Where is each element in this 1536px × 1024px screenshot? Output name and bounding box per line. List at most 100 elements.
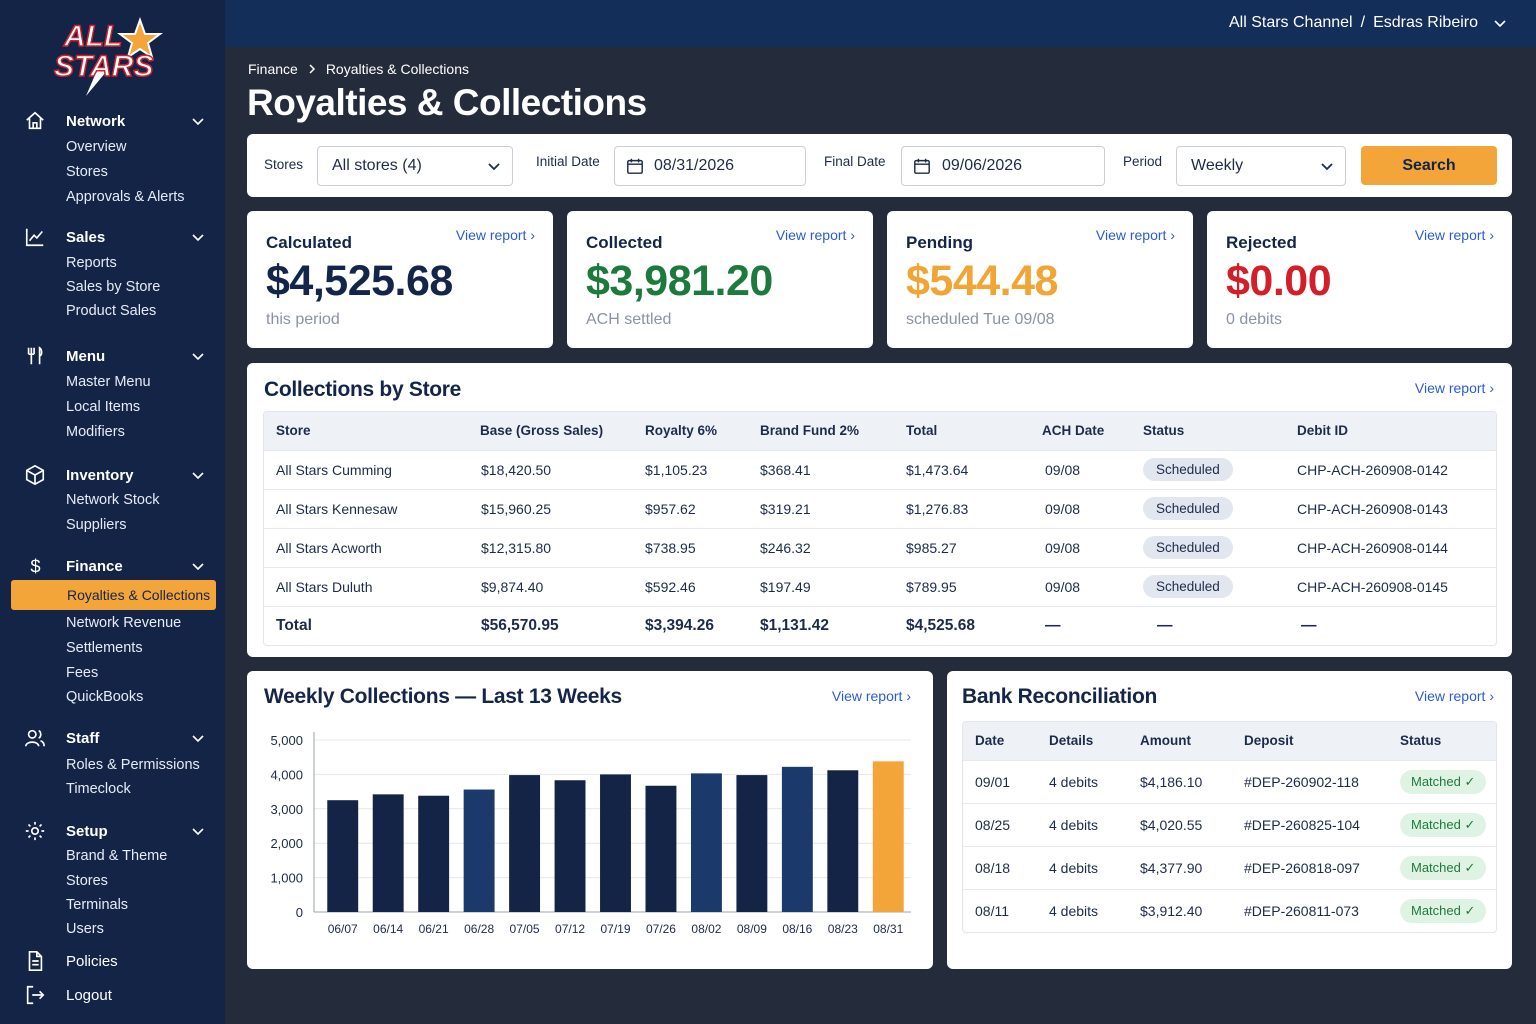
sidebar-item-master-menu[interactable]: Master Menu [66,374,151,390]
weekly-collections-card: Weekly Collections — Last 13 Weeks View … [247,671,933,969]
table-row[interactable]: All Stars Acworth $12,315.80 $738.95 $24… [264,527,1496,567]
cell-total-royalty: $3,394.26 [634,605,760,645]
cell-total: $1,276.83 [906,488,1042,528]
period-select[interactable]: Weekly [1176,146,1346,186]
sidebar-item-quickbooks[interactable]: QuickBooks [66,689,144,705]
column-header[interactable]: Royalty 6% [634,412,760,450]
column-header[interactable]: Total [906,412,1042,450]
view-report-link[interactable]: View report › [832,688,911,704]
table-row[interactable]: All Stars Kennesaw $15,960.25 $957.62 $3… [264,488,1496,528]
view-report-link[interactable]: View report › [456,227,535,243]
sidebar-item-fees[interactable]: Fees [66,665,99,681]
sidebar-item-local-items[interactable]: Local Items [66,399,141,415]
table-row[interactable]: 09/01 4 debits $4,186.10 #DEP-260902-118… [963,759,1496,803]
table-row[interactable]: 08/25 4 debits $4,020.55 #DEP-260825-104… [963,802,1496,846]
sidebar-item-stores[interactable]: Stores [66,164,108,180]
sidebar-item-sales-by-store[interactable]: Sales by Store [66,279,161,295]
column-header[interactable]: Date [963,722,1049,760]
bank-reconciliation-card: Bank Reconciliation View report › Date D… [947,671,1512,969]
cell-royalty: $592.46 [634,566,760,606]
chevron-down-icon [192,118,204,126]
initial-date-field[interactable]: 08/31/2026 [614,146,806,186]
weekly-collections-chart: 0 1,000 2,000 3,000 4,000 5,000 06/07 06/14 06/2… [270,732,911,936]
column-header[interactable]: Debit ID [1297,412,1496,450]
table-row[interactable]: All Stars Cumming $18,420.50 $1,105.23 $… [264,449,1496,489]
breadcrumb-finance[interactable]: Finance [248,61,298,77]
sidebar-item-approvals-alerts[interactable]: Approvals & Alerts [66,189,185,205]
view-report-link[interactable]: View report › [1415,688,1494,704]
top-bar: All Stars Channel / Esdras Ribeiro [225,0,1536,47]
column-header[interactable]: Brand Fund 2% [760,412,906,450]
x-tick-label: 06/21 [419,922,449,936]
sidebar-item-users[interactable]: Users [66,921,104,937]
chevron-down-icon [192,828,204,836]
line-chart-icon [22,224,48,250]
sidebar-item-product-sales[interactable]: Product Sales [66,303,157,319]
home-icon [22,108,48,134]
bar [463,789,495,912]
chevron-right-icon: › [906,688,911,704]
kpi-label: Collected [586,233,663,252]
matched-badge: Matched ✓ [1400,769,1487,794]
column-header[interactable]: Base (Gross Sales) [470,412,634,450]
column-header[interactable]: Status [1143,412,1297,450]
chevron-down-icon [488,163,500,171]
view-report-link[interactable]: View report › [1415,227,1494,243]
nav-group-menu[interactable]: Menu [0,343,225,369]
final-date-field[interactable]: 09/06/2026 [901,146,1105,186]
account-switcher[interactable]: All Stars Channel / Esdras Ribeiro [1229,14,1508,32]
table-row[interactable]: 08/11 4 debits $3,912.40 #DEP-260811-073… [963,888,1496,932]
sidebar-item-reports[interactable]: Reports [66,255,117,271]
column-header[interactable]: Amount [1140,722,1244,760]
matched-badge-label: Matched [1411,773,1461,789]
stores-select[interactable]: All stores (4) [317,146,513,186]
column-header[interactable]: Store [264,412,470,450]
search-button[interactable]: Search [1361,146,1497,185]
bar [827,770,859,912]
all-stars-logo[interactable]: ALL STARS [48,6,176,102]
sidebar-item-policies[interactable]: Policies [0,948,225,974]
x-tick-label: 08/09 [737,922,767,936]
sidebar-item-modifiers[interactable]: Modifiers [66,424,125,440]
y-tick-label: 4,000 [270,767,303,782]
nav-group-finance-label: Finance [66,557,123,575]
x-tick-label: 08/23 [828,922,858,936]
cell-date: 09/01 [963,759,1049,803]
sidebar-item-setup-stores[interactable]: Stores [66,873,108,889]
nav-group-network[interactable]: Network [0,108,225,134]
sidebar-item-brand-theme[interactable]: Brand & Theme [66,848,168,864]
nav-group-sales[interactable]: Sales [0,224,225,250]
sidebar-item-logout[interactable]: Logout [0,982,225,1008]
view-report-link[interactable]: View report › [1415,380,1494,396]
user-name: Esdras Ribeiro [1373,14,1478,31]
column-header[interactable]: Deposit [1244,722,1400,760]
sidebar-item-timeclock[interactable]: Timeclock [66,781,131,797]
x-tick-label: 08/16 [782,922,812,936]
view-report-link[interactable]: View report › [776,227,855,243]
cell-royalty: $1,105.23 [634,449,760,489]
nav-group-inventory[interactable]: Inventory [0,462,225,488]
sidebar-item-network-stock[interactable]: Network Stock [66,492,160,508]
cell-status: Scheduled [1143,527,1297,567]
nav-group-setup[interactable]: Setup [0,818,225,844]
sidebar-item-suppliers[interactable]: Suppliers [66,517,127,533]
sidebar-item-terminals[interactable]: Terminals [66,897,129,913]
stores-label: Stores [264,157,304,172]
x-tick-label: 08/31 [873,922,903,936]
table-row[interactable]: 08/18 4 debits $4,377.90 #DEP-260818-097… [963,845,1496,889]
nav-group-staff[interactable]: Staff [0,725,225,751]
column-header[interactable]: ACH Date [1042,412,1143,450]
column-header[interactable]: Status [1400,722,1496,760]
view-report-link-label: View report [1414,688,1486,704]
sidebar-item-royalties-collections[interactable]: Royalties & Collections [11,580,216,610]
sidebar-item-network-revenue[interactable]: Network Revenue [66,615,182,631]
view-report-link-label: View report [455,227,527,243]
sidebar-item-roles-permissions[interactable]: Roles & Permissions [66,757,200,773]
table-row[interactable]: All Stars Duluth $9,874.40 $592.46 $197.… [264,566,1496,606]
nav-group-finance[interactable]: $ Finance [0,553,225,579]
column-header[interactable]: Details [1049,722,1140,760]
view-report-link[interactable]: View report › [1096,227,1175,243]
sidebar-item-settlements[interactable]: Settlements [66,640,143,656]
sidebar-item-overview[interactable]: Overview [66,139,127,155]
bar [327,800,359,912]
